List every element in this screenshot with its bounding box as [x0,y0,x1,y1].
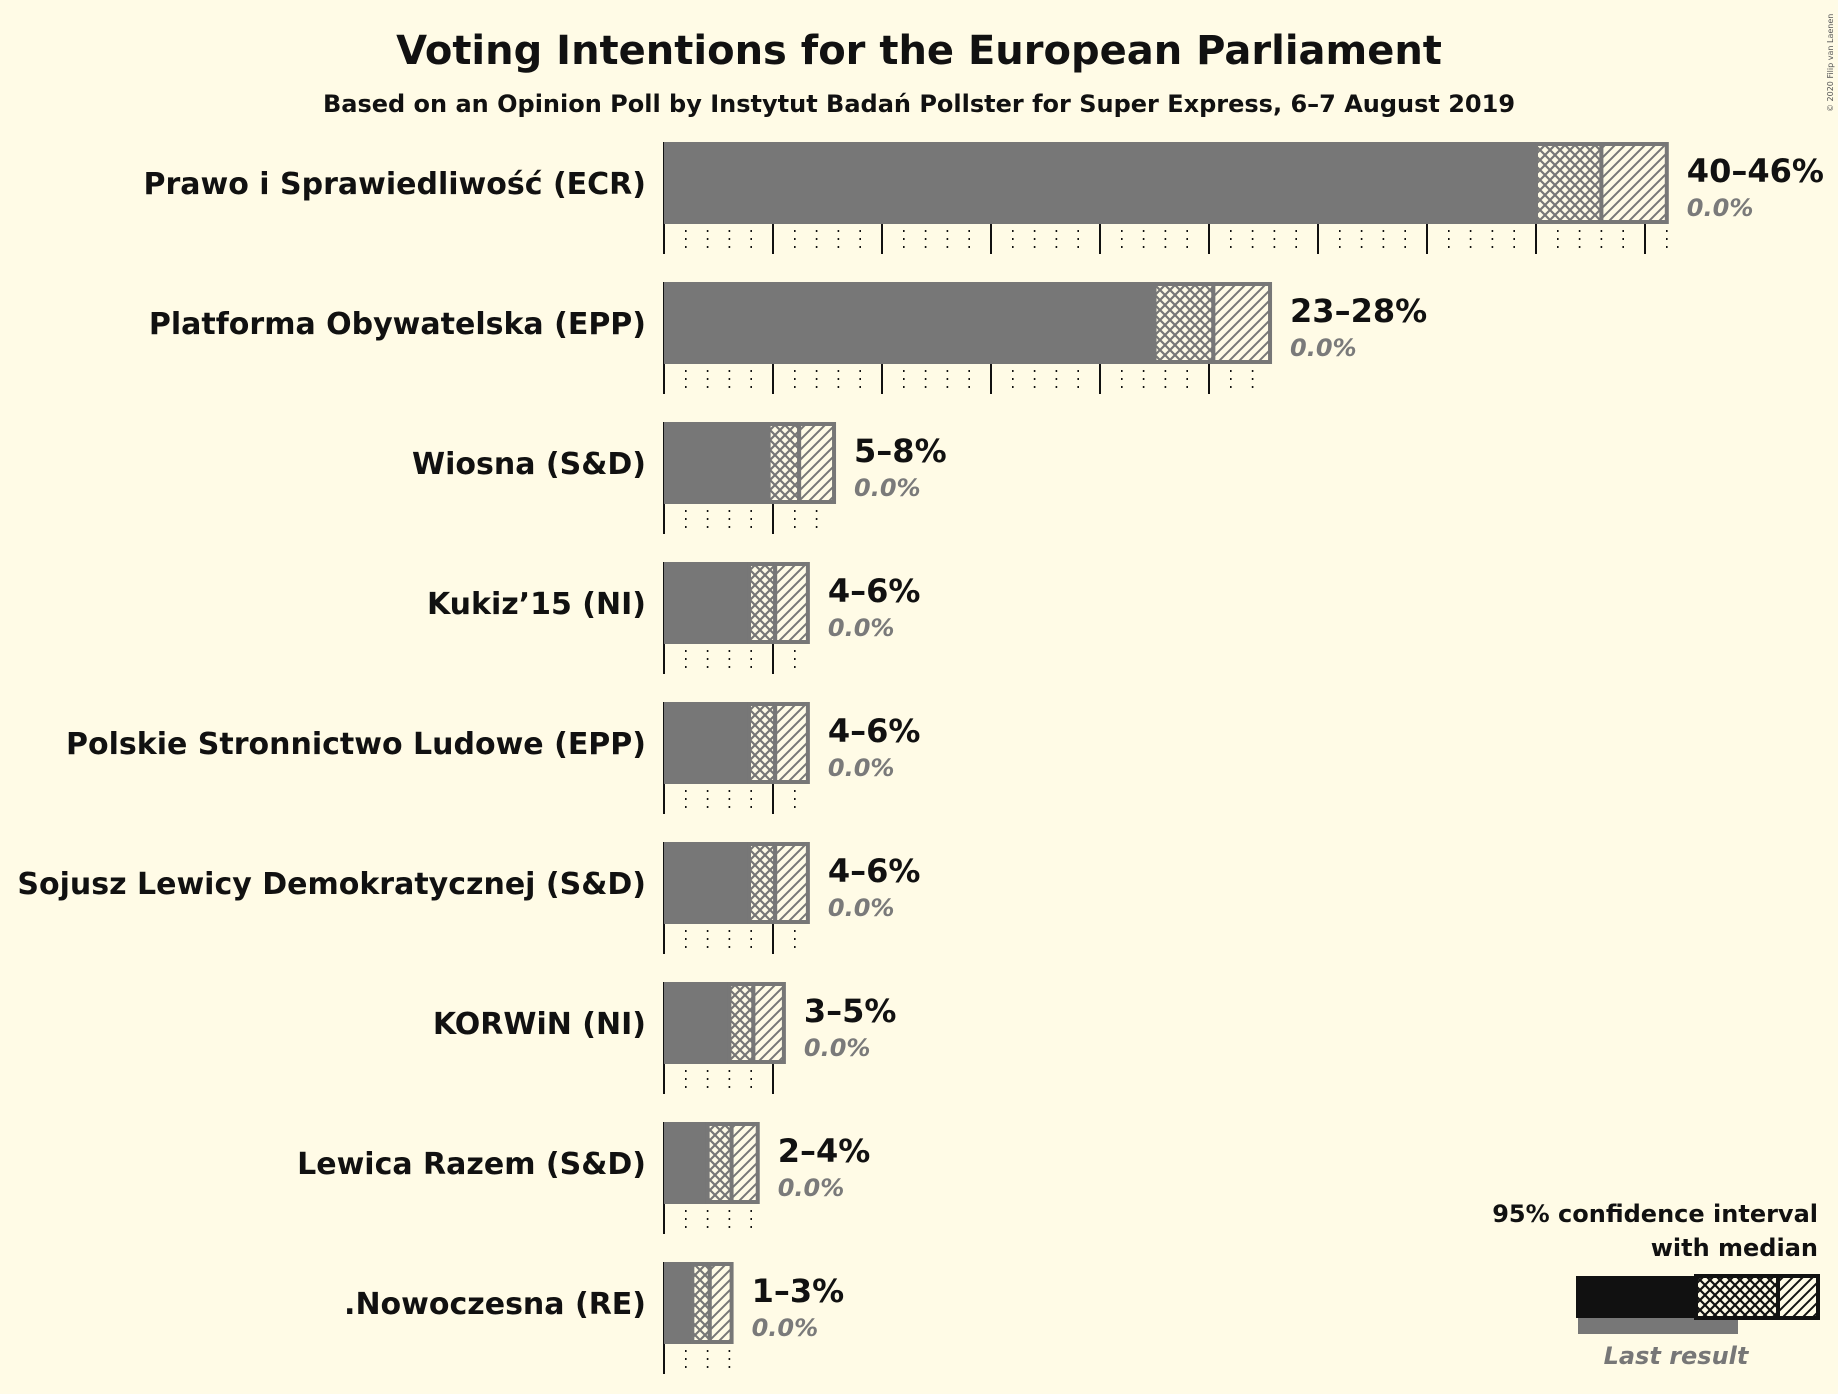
labels: Prawo i Sprawiedliwość (ECR) 40–46% 0.0% Pl… [17,152,1824,1342]
bar-solid [664,422,769,504]
chart-subtitle: Based on an Opinion Poll by Instytut Bad… [323,90,1515,118]
bar-ci-upper [751,982,786,1064]
bar-ci-lower [690,1262,712,1344]
legend: 95% confidence interval with median Last… [1492,1200,1820,1370]
last-result-label: 0.0% [804,1034,871,1062]
bar-solid [664,1122,708,1204]
range-label: 23–28% [1290,292,1427,330]
bar-ci-upper [773,702,810,784]
bar-ci-upper [1211,282,1273,364]
last-result-label: 0.0% [1687,194,1754,222]
legend-line1: 95% confidence interval [1492,1200,1818,1228]
party-label: KORWiN (NI) [433,1007,646,1042]
bar-ci-lower [727,982,756,1064]
bar-ci-lower [766,422,802,504]
party-label: .Nowoczesna (RE) [344,1287,646,1322]
party-label: Sojusz Lewicy Demokratycznej (S&D) [17,867,646,902]
last-result-label: 0.0% [1290,334,1357,362]
party-label: Prawo i Sprawiedliwość (ECR) [144,167,646,202]
range-label: 40–46% [1687,152,1824,190]
range-label: 5–8% [854,432,947,470]
bar-ci-lower [747,842,778,924]
bar-solid [664,982,730,1064]
range-label: 4–6% [828,572,921,610]
bars [664,142,1669,1344]
bar-ci-lower [747,702,778,784]
last-result-label: 0.0% [752,1314,819,1342]
bar-ci-upper [797,422,837,504]
legend-last-result-label: Last result [1604,1342,1750,1370]
bar-ci-lower [1152,282,1216,364]
last-result-label: 0.0% [778,1174,845,1202]
legend-last-result-bar [1578,1318,1738,1334]
legend-crosshatch [1694,1274,1780,1320]
bar-ci-upper [707,1262,734,1344]
bar-ci-upper [773,842,810,924]
bar-ci-upper [773,562,810,644]
bar-ci-upper [1599,142,1669,224]
range-label: 2–4% [778,1132,871,1170]
bar-ci-lower [747,562,778,644]
chart-title: Voting Intentions for the European Parli… [396,28,1442,74]
party-label: Polskie Stronnictwo Ludowe (EPP) [66,727,646,762]
bar-ci-lower [705,1122,734,1204]
last-result-label: 0.0% [828,894,895,922]
last-result-label: 0.0% [828,754,895,782]
legend-hatch [1776,1274,1820,1320]
party-label: Lewica Razem (S&D) [297,1147,646,1182]
range-label: 4–6% [828,852,921,890]
copyright-text: © 2020 Filip van Laenen [1826,14,1835,112]
range-label: 4–6% [828,712,921,750]
bar-solid [664,142,1536,224]
range-label: 1–3% [752,1272,845,1310]
bar-solid [664,1262,693,1344]
bar-solid [664,282,1155,364]
bar-solid [664,562,750,644]
bar-ci-lower [1534,142,1604,224]
bar-ci-upper [729,1122,760,1204]
legend-solid-bar [1576,1276,1696,1318]
bar-solid [664,702,750,784]
last-result-label: 0.0% [828,614,895,642]
bar-solid [664,842,750,924]
legend-line2: with median [1651,1234,1818,1262]
party-label: Wiosna (S&D) [412,447,646,482]
party-label: Platforma Obywatelska (EPP) [149,307,646,342]
range-label: 3–5% [804,992,897,1030]
last-result-label: 0.0% [854,474,921,502]
party-label: Kukiz’15 (NI) [427,587,646,622]
